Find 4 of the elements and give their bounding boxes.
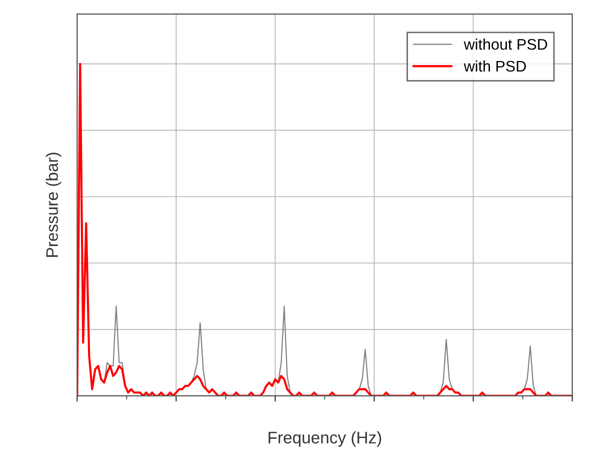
legend-label: without PSD <box>464 38 548 50</box>
x-axis-title: Frequency (Hz) <box>268 431 382 447</box>
legend-label: with PSD <box>464 60 526 72</box>
y-axis-title: Pressure (bar) <box>46 152 62 257</box>
